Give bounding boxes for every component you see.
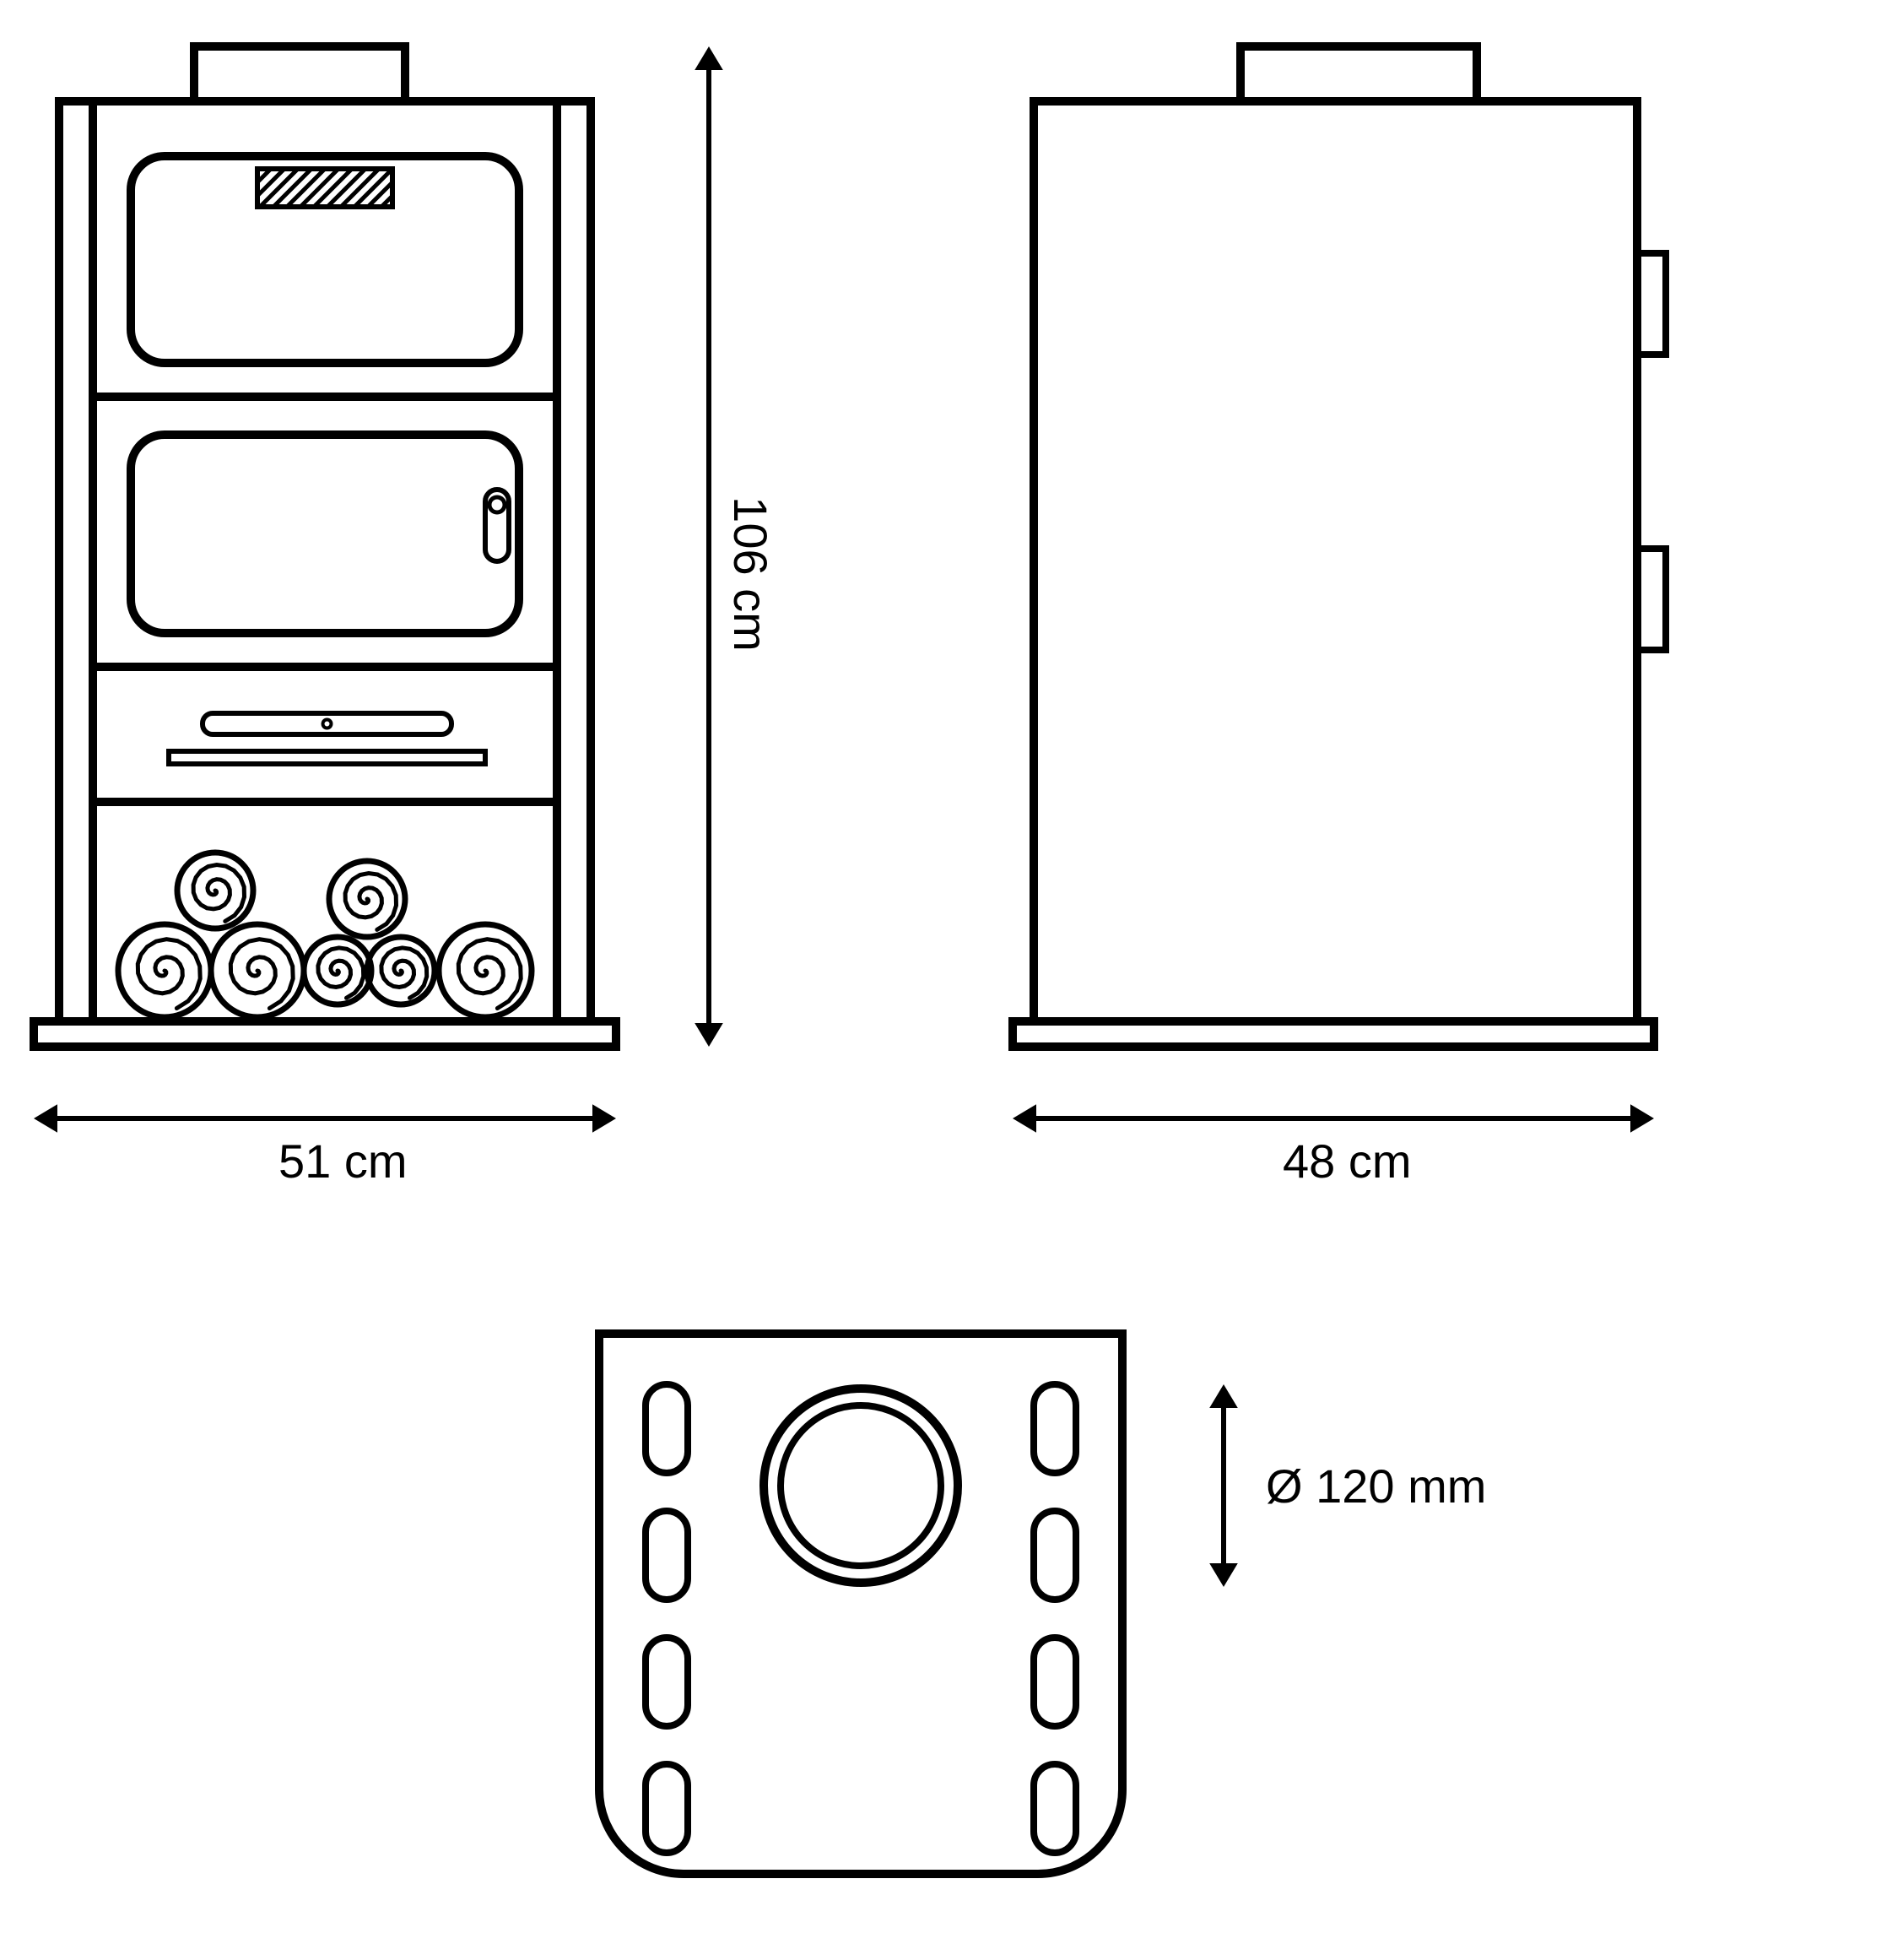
- width-label: 51 cm: [278, 1134, 408, 1188]
- technical-drawing: 51 cm 106 cm 48 cm Ø 120 mm: [0, 0, 1881, 1960]
- flue-diameter-label: Ø 120 mm: [1266, 1459, 1486, 1513]
- height-label: 106 cm: [724, 496, 777, 652]
- depth-label: 48 cm: [1283, 1134, 1412, 1188]
- top-view-outline: [599, 1334, 1122, 1874]
